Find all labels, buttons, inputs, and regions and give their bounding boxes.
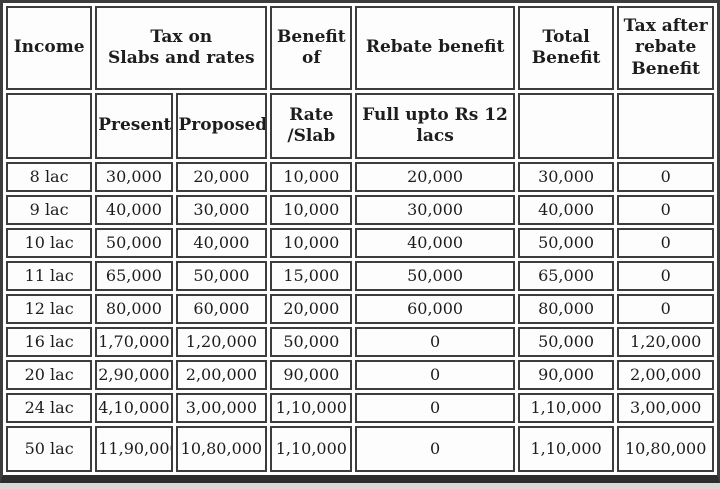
cell-tax-after-rebate: 1,20,000: [617, 327, 714, 357]
cell-total-benefit: 1,10,000: [517, 393, 615, 423]
cell-income: 10 lac: [6, 228, 93, 258]
cell-total-benefit: 90,000: [517, 360, 615, 390]
cell-present: 50,000: [95, 228, 173, 258]
cell-proposed: 1,20,000: [175, 327, 268, 357]
cell-income: 20 lac: [6, 360, 93, 390]
cell-income: 24 lac: [6, 393, 93, 423]
cell-proposed: 30,000: [175, 195, 268, 225]
cell-total-benefit: 80,000: [517, 294, 615, 324]
cell-income: 12 lac: [6, 294, 93, 324]
cell-rebate-benefit: 20,000: [355, 162, 515, 192]
cell-income: 16 lac: [6, 327, 93, 357]
cell-tax-after-rebate: 0: [617, 162, 714, 192]
table-body: 8 lac 30,000 20,000 10,000 20,000 30,000 0 9 la…: [6, 162, 714, 472]
cell-present: 2,90,000: [95, 360, 173, 390]
cell-proposed: 10,80,000: [175, 426, 268, 472]
cell-rebate-benefit: 0: [355, 360, 515, 390]
cell-total-benefit: 30,000: [517, 162, 615, 192]
cell-rate-slab: 1,10,000: [270, 393, 353, 423]
cell-rebate-benefit: 60,000: [355, 294, 515, 324]
cell-rebate-benefit: 0: [355, 393, 515, 423]
cell-rate-slab: 10,000: [270, 228, 353, 258]
header-blank-tax-after: [617, 93, 714, 159]
cell-income: 9 lac: [6, 195, 93, 225]
cell-rate-slab: 90,000: [270, 360, 353, 390]
table-row: 9 lac 40,000 30,000 10,000 30,000 40,000 0: [6, 195, 714, 225]
cell-rate-slab: 10,000: [270, 195, 353, 225]
table-header-row-1: Income Tax on Slabs and rates Benefit of…: [6, 6, 714, 90]
cell-rebate-benefit: 0: [355, 426, 515, 472]
header-rebate-full: Full upto Rs 12 lacs: [355, 93, 515, 159]
header-rate-slab: Rate /Slab: [270, 93, 353, 159]
table-row: 12 lac 80,000 60,000 20,000 60,000 80,000 0: [6, 294, 714, 324]
header-income: Income: [6, 6, 93, 90]
cell-rate-slab: 20,000: [270, 294, 353, 324]
header-total-benefit: Total Benefit: [517, 6, 615, 90]
cell-present: 40,000: [95, 195, 173, 225]
header-tax-after-rebate: Tax after rebate Benefit: [617, 6, 714, 90]
cell-tax-after-rebate: 3,00,000: [617, 393, 714, 423]
page-background-strip: [0, 483, 720, 489]
header-benefit-of: Benefit of: [270, 6, 353, 90]
table-row: 24 lac 4,10,000 3,00,000 1,10,000 0 1,10,000 3…: [6, 393, 714, 423]
cell-rate-slab: 10,000: [270, 162, 353, 192]
header-present: Present: [95, 93, 173, 159]
table-row: 20 lac 2,90,000 2,00,000 90,000 0 90,000 2,00,…: [6, 360, 714, 390]
cell-rebate-benefit: 0: [355, 327, 515, 357]
table-row: 50 lac 11,90,000 10,80,000 1,10,000 0 1,10,00…: [6, 426, 714, 472]
cell-tax-after-rebate: 0: [617, 294, 714, 324]
cell-rate-slab: 50,000: [270, 327, 353, 357]
cell-rebate-benefit: 30,000: [355, 195, 515, 225]
cell-present: 4,10,000: [95, 393, 173, 423]
table-row: 16 lac 1,70,000 1,20,000 50,000 0 50,000 1,20,…: [6, 327, 714, 357]
cell-present: 80,000: [95, 294, 173, 324]
cell-proposed: 50,000: [175, 261, 268, 291]
table-row: 11 lac 65,000 50,000 15,000 50,000 65,000 0: [6, 261, 714, 291]
tax-benefit-table: Income Tax on Slabs and rates Benefit of…: [3, 3, 717, 475]
table-row: 10 lac 50,000 40,000 10,000 40,000 50,000 0: [6, 228, 714, 258]
header-blank-total: [517, 93, 615, 159]
cell-total-benefit: 65,000: [517, 261, 615, 291]
cell-proposed: 2,00,000: [175, 360, 268, 390]
cell-rate-slab: 15,000: [270, 261, 353, 291]
cell-total-benefit: 50,000: [517, 228, 615, 258]
cell-proposed: 40,000: [175, 228, 268, 258]
cell-total-benefit: 1,10,000: [517, 426, 615, 472]
cell-proposed: 60,000: [175, 294, 268, 324]
cell-rate-slab: 1,10,000: [270, 426, 353, 472]
cell-proposed: 20,000: [175, 162, 268, 192]
table-header-row-2: Present Proposed Rate /Slab Full upto Rs…: [6, 93, 714, 159]
cell-income: 50 lac: [6, 426, 93, 472]
cell-rebate-benefit: 50,000: [355, 261, 515, 291]
cell-income: 8 lac: [6, 162, 93, 192]
cell-tax-after-rebate: 0: [617, 261, 714, 291]
cell-tax-after-rebate: 0: [617, 195, 714, 225]
cell-total-benefit: 50,000: [517, 327, 615, 357]
header-blank-income: [6, 93, 93, 159]
cell-tax-after-rebate: 2,00,000: [617, 360, 714, 390]
cell-rebate-benefit: 40,000: [355, 228, 515, 258]
header-rebate-benefit: Rebate benefit: [355, 6, 515, 90]
cell-tax-after-rebate: 0: [617, 228, 714, 258]
cell-total-benefit: 40,000: [517, 195, 615, 225]
header-proposed: Proposed: [175, 93, 268, 159]
table-row: 8 lac 30,000 20,000 10,000 20,000 30,000 0: [6, 162, 714, 192]
cell-proposed: 3,00,000: [175, 393, 268, 423]
cell-present: 65,000: [95, 261, 173, 291]
cell-present: 11,90,000: [95, 426, 173, 472]
cell-tax-after-rebate: 10,80,000: [617, 426, 714, 472]
header-tax-on-slabs: Tax on Slabs and rates: [95, 6, 268, 90]
cell-income: 11 lac: [6, 261, 93, 291]
cell-present: 1,70,000: [95, 327, 173, 357]
cell-present: 30,000: [95, 162, 173, 192]
